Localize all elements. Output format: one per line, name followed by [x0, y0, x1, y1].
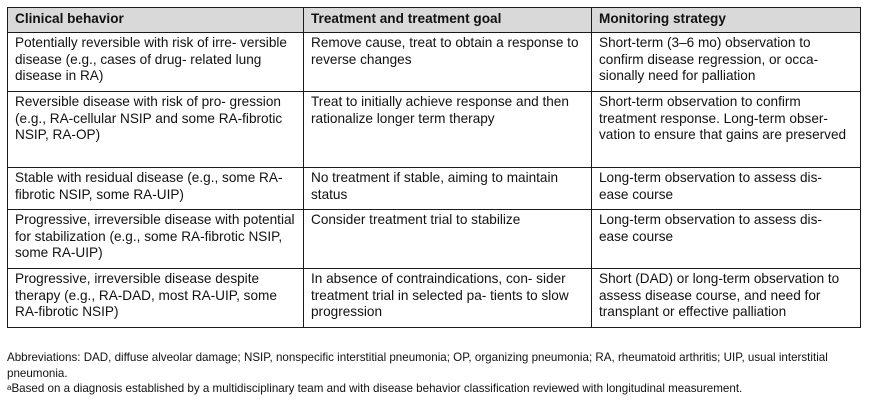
table-row: Potentially reversible with risk of irre… [7, 32, 861, 92]
table-header-row: Clinical behavior Treatment and treatmen… [7, 7, 861, 33]
cell-treatment: Consider treatment trial to stabilize [303, 209, 592, 269]
abbreviations-note: Abbreviations: DAD, diffuse alveolar dam… [7, 351, 828, 380]
cell-monitoring: Long-term observation to assess dis- eas… [591, 167, 861, 210]
cell-treatment: No treatment if stable, aiming to mainta… [303, 167, 592, 210]
cell-monitoring: Short-term (3–6 mo) observation to confi… [591, 32, 861, 92]
header-clinical-behavior: Clinical behavior [7, 7, 304, 33]
table-footnotes: Abbreviations: DAD, diffuse alveolar dam… [7, 350, 867, 397]
cell-behavior: Potentially reversible with risk of irre… [7, 32, 304, 92]
cell-treatment: Treat to initially achieve response and … [303, 91, 592, 168]
table-row: Progressive, irreversible disease with p… [7, 209, 861, 269]
table-row: Progressive, irreversible disease despit… [7, 268, 861, 328]
table-row: Reversible disease with risk of pro- gre… [7, 91, 861, 168]
cell-behavior: Progressive, irreversible disease with p… [7, 209, 304, 269]
cell-monitoring: Short (DAD) or long-term observation to … [591, 268, 861, 328]
cell-treatment: In absence of contraindications, con- si… [303, 268, 592, 328]
cell-treatment: Remove cause, treat to obtain a response… [303, 32, 592, 92]
cell-behavior: Reversible disease with risk of pro- gre… [7, 91, 304, 168]
cell-behavior: Progressive, irreversible disease despit… [7, 268, 304, 328]
cell-monitoring: Short-term observation to confirm treatm… [591, 91, 861, 168]
table-row: Stable with residual disease (e.g., some… [7, 167, 861, 210]
footnote-text: Based on a diagnosis established by a mu… [11, 382, 743, 395]
header-monitoring: Monitoring strategy [591, 7, 861, 33]
footnote-marker: a [7, 383, 12, 392]
table-container: Clinical behavior Treatment and treatmen… [7, 7, 861, 328]
cell-behavior: Stable with residual disease (e.g., some… [7, 167, 304, 210]
footnote-a: aBased on a diagnosis established by a m… [7, 381, 867, 397]
cell-monitoring: Long-term observation to assess dis- eas… [591, 209, 861, 269]
header-treatment: Treatment and treatment goal [303, 7, 592, 33]
disease-behavior-table: Clinical behavior Treatment and treatmen… [7, 7, 861, 328]
